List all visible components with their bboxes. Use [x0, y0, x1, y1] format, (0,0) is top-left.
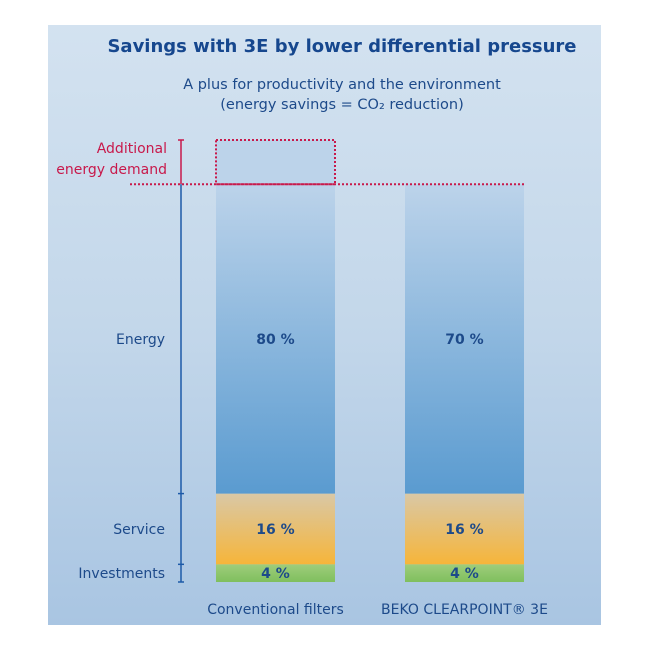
category-label: Conventional filters: [207, 602, 344, 618]
data-label: 4 %: [450, 566, 479, 582]
chart-subtitle-1: A plus for productivity and the environm…: [183, 77, 501, 93]
additional-label-2: energy demand: [56, 162, 167, 178]
data-label: 70 %: [445, 332, 483, 348]
bar-service-0: [216, 493, 335, 565]
bar-additional-demand: [215, 139, 336, 186]
additional-label-1: Additional: [97, 141, 167, 157]
bar-investments-0: [216, 564, 335, 582]
bar-energy-1: [405, 184, 524, 494]
bar-service-1: [405, 493, 524, 565]
data-label: 80 %: [256, 332, 294, 348]
data-label: 4 %: [261, 566, 290, 582]
category-label: BEKO CLEARPOINT® 3E: [381, 602, 548, 618]
segment-label-energy: Energy: [116, 332, 165, 348]
bar-energy-0: [216, 184, 335, 494]
chart-subtitle-2: (energy savings = CO₂ reduction): [220, 97, 463, 113]
chart-title: Savings with 3E by lower differential pr…: [107, 36, 576, 57]
segment-label-investments: Investments: [78, 566, 165, 582]
bar-investments-1: [405, 564, 524, 582]
data-label: 16 %: [445, 522, 483, 538]
data-label: 16 %: [256, 522, 294, 538]
segment-label-service: Service: [113, 522, 165, 538]
